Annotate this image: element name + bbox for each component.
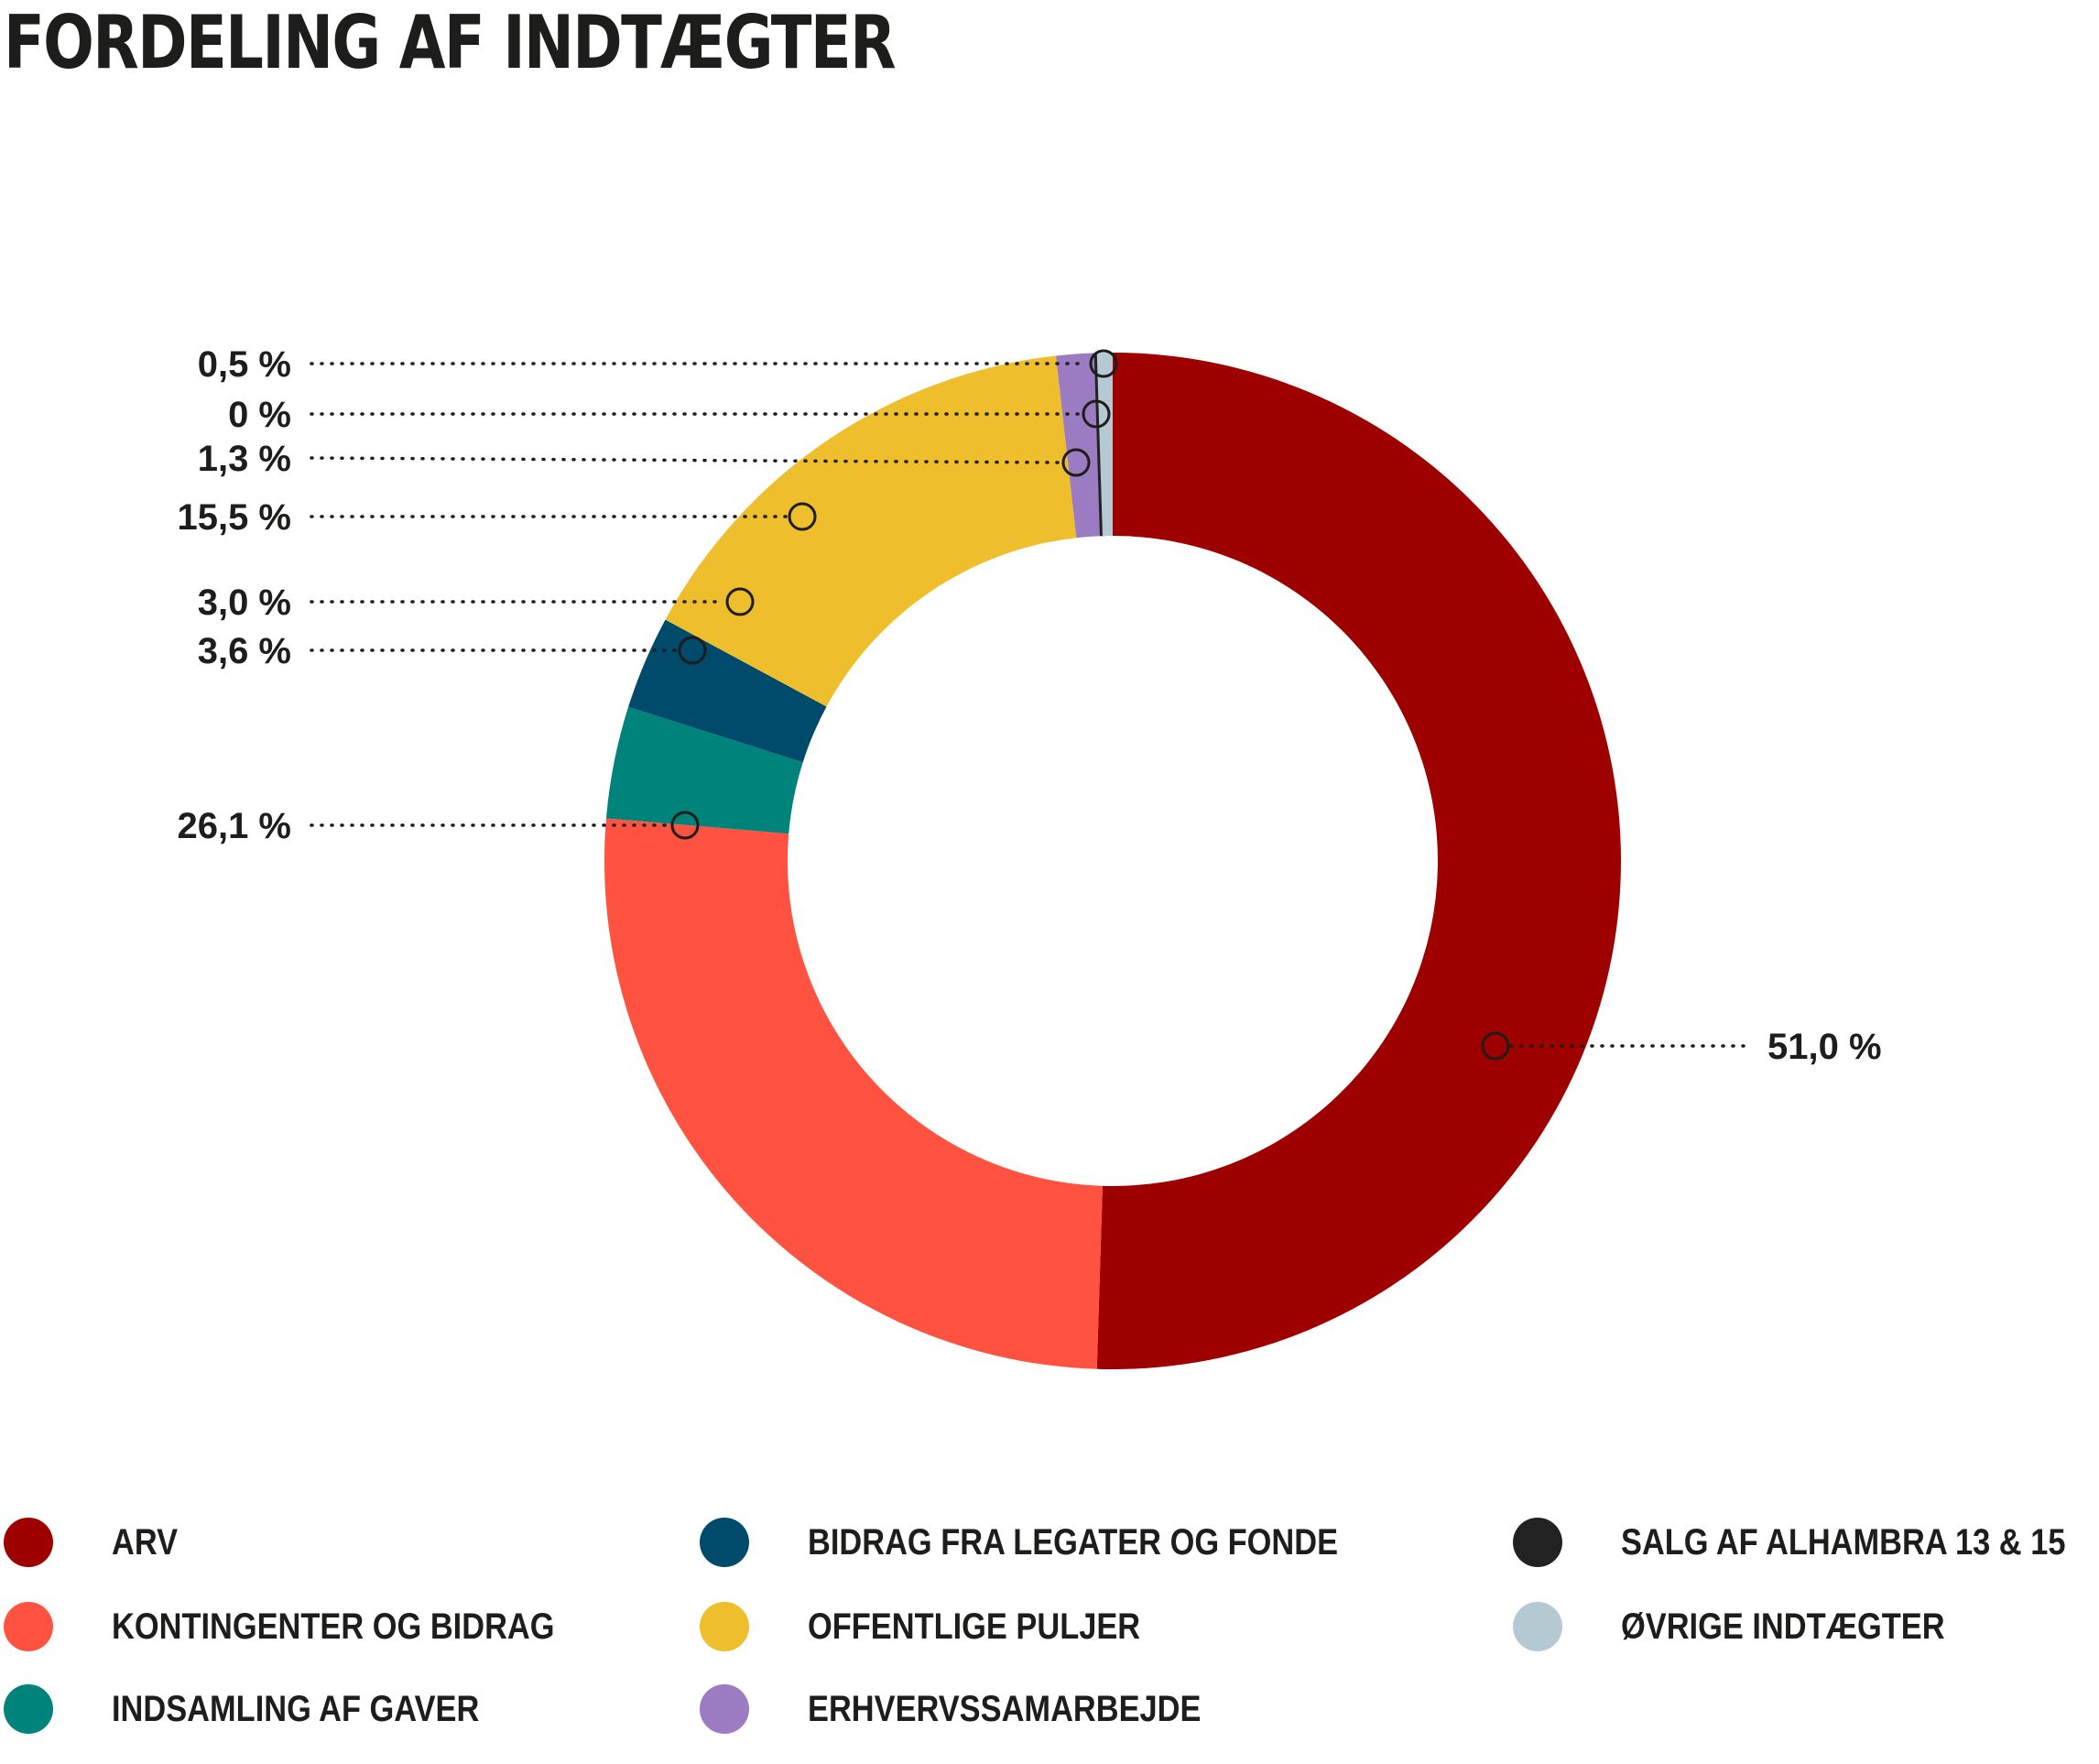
slice-bidrag-fra-legater-og-fonde	[628, 619, 827, 763]
data-labels: 51,0 % 26,1 % 3,6 % 3,0 % 15,5 % 1,3 %0 % 0,5 …	[177, 344, 1881, 1067]
legend-item-salg-af-alhambra-13-15: SALG AF ALHAMBRA 13 & 15	[1513, 1515, 2099, 1570]
marker-arv	[1481, 1031, 1510, 1061]
legend-swatch	[700, 1602, 749, 1651]
legend-swatch	[4, 1602, 53, 1651]
data-label-erhvervssamarbejde: 1,3 %	[198, 439, 291, 479]
data-label-salg-af-alhambra-13-15: 0 %	[228, 395, 291, 435]
legend-swatch	[1513, 1518, 1562, 1567]
data-label-indsamling-af-gaver: 3,6 %	[198, 631, 291, 671]
slice-arv	[1096, 353, 1621, 1369]
marker-erhvervssamarbejde	[1061, 448, 1091, 477]
marker-offentlige-puljer	[788, 502, 817, 531]
legend-label: INDSAMLING AF GAVER	[112, 1688, 480, 1729]
marker-kontingenter-og-bidrag	[670, 811, 700, 840]
data-label-offentlige-puljer: 15,5 %	[177, 497, 291, 538]
legend-swatch	[1513, 1602, 1562, 1651]
data-label-arv: 51,0 %	[1767, 1027, 1882, 1067]
legend-label: OFFENTLIGE PULJER	[808, 1606, 1141, 1647]
legend-label: ERHVERVSSAMARBEJDE	[808, 1688, 1202, 1729]
data-label-øvrige-indtægter: 0,5 %	[198, 344, 291, 385]
legend-item-øvrige-indtægter: ØVRIGE INDTÆGTER	[1513, 1599, 1997, 1654]
legend-label: ØVRIGE INDTÆGTER	[1621, 1606, 1945, 1647]
marker-salg-af-alhambra-13-15	[1082, 399, 1111, 429]
legend-label: SALG AF ALHAMBRA 13 & 15	[1621, 1521, 2066, 1563]
legend-item-indsamling-af-gaver: INDSAMLING AF GAVER	[4, 1682, 539, 1737]
slice-offentlige-puljer	[665, 355, 1077, 707]
legend-item-offentlige-puljer: OFFENTLIGE PULJER	[700, 1599, 1194, 1654]
slice-erhvervssamarbejde	[1055, 353, 1103, 539]
legend-swatch	[700, 1684, 749, 1734]
legend-item-bidrag-fra-legater-og-fonde: BIDRAG FRA LEGATER OG FONDE	[700, 1515, 1424, 1570]
leader-lines	[310, 349, 1751, 1061]
legend-item-kontingenter-og-bidrag: KONTINGENTER OG BIDRAG	[4, 1599, 626, 1654]
legend: ARV KONTINGENTER OG BIDRAG INDSAMLING AF G…	[0, 1502, 2099, 1764]
legend-swatch	[4, 1684, 53, 1734]
marker-bidrag-fra-legater-og-fonde	[725, 587, 755, 616]
legend-label: KONTINGENTER OG BIDRAG	[112, 1606, 555, 1647]
leader-line-erhvervssamarbejde	[310, 456, 1061, 464]
legend-swatch	[4, 1518, 53, 1567]
legend-label: BIDRAG FRA LEGATER OG FONDE	[808, 1521, 1339, 1563]
marker-indsamling-af-gaver	[678, 636, 707, 665]
donut-slices	[604, 353, 1621, 1369]
slice-kontingenter-og-bidrag	[604, 818, 1103, 1369]
slice-indsamling-af-gaver	[605, 706, 803, 834]
data-label-bidrag-fra-legater-og-fonde: 3,0 %	[198, 583, 291, 623]
slice-øvrige-indtægter	[1096, 353, 1113, 537]
chart-title: FORDELING AF INDTÆGTER	[4, 0, 897, 85]
legend-label: ARV	[112, 1521, 179, 1563]
data-label-kontingenter-og-bidrag: 26,1 %	[177, 806, 291, 846]
legend-swatch	[700, 1518, 749, 1567]
donut-chart: 51,0 % 26,1 % 3,6 % 3,0 % 15,5 % 1,3 %0 % 0,5 …	[177, 344, 1882, 1369]
legend-item-erhvervssamarbejde: ERHVERVSSAMARBEJDE	[700, 1682, 1265, 1737]
legend-item-arv: ARV	[4, 1515, 189, 1570]
marker-øvrige-indtægter	[1089, 349, 1118, 378]
